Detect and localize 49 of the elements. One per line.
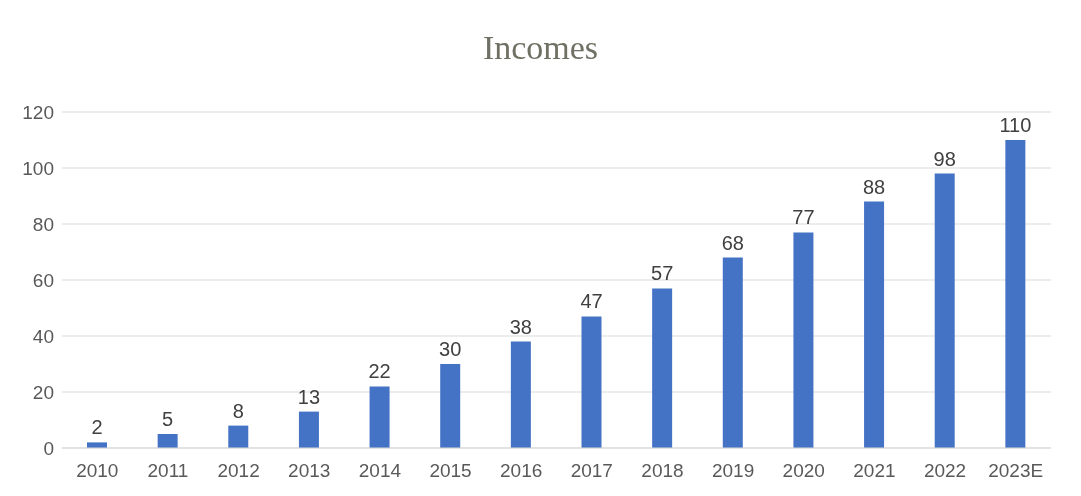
data-label: 68 <box>721 231 744 254</box>
data-label: 13 <box>297 385 321 408</box>
y-tick-label: 120 <box>22 101 54 123</box>
bar <box>298 411 319 448</box>
bar <box>581 316 602 448</box>
x-tick-label: 2012 <box>217 460 260 482</box>
data-label: 8 <box>232 399 244 422</box>
data-label: 47 <box>580 290 603 313</box>
data-label: 30 <box>439 338 462 360</box>
chart-title: Incomes <box>481 28 600 68</box>
y-tick-label: 0 <box>43 437 54 459</box>
x-tick-label: 2016 <box>500 460 543 482</box>
y-tick-label: 40 <box>32 325 54 347</box>
x-tick-label: 2015 <box>429 460 472 482</box>
x-tick-label: 2020 <box>782 460 825 482</box>
data-label: 77 <box>792 206 815 229</box>
bar <box>369 386 390 448</box>
bar <box>157 434 178 448</box>
data-label: 110 <box>999 114 1032 136</box>
data-label: 38 <box>509 315 532 338</box>
data-label: 88 <box>862 175 886 198</box>
bar <box>1005 140 1026 448</box>
y-tick-label: 80 <box>32 213 54 235</box>
x-tick-label: 2019 <box>711 460 755 482</box>
data-label: 57 <box>651 262 674 285</box>
data-label: 5 <box>162 408 174 430</box>
bar <box>228 425 249 448</box>
bar <box>864 201 885 448</box>
bar <box>793 232 814 448</box>
x-tick-label: 2023E <box>988 460 1044 482</box>
bar <box>652 288 673 448</box>
x-tick-label: 2011 <box>147 460 189 482</box>
bar <box>510 341 531 448</box>
bar <box>440 364 461 448</box>
y-tick-label: 60 <box>32 269 54 291</box>
x-tick-label: 2018 <box>641 460 684 482</box>
data-label: 98 <box>933 147 956 170</box>
x-tick-label: 2014 <box>358 460 402 482</box>
bar <box>722 257 743 448</box>
x-tick-label: 2021 <box>853 460 896 482</box>
x-tick-label: 2010 <box>76 460 119 482</box>
x-tick-label: 2022 <box>923 460 967 482</box>
x-tick-label: 2013 <box>288 460 331 482</box>
x-tick-label: 2017 <box>570 460 613 482</box>
data-label: 2 <box>91 416 103 439</box>
bar <box>934 173 955 448</box>
y-tick-label: 20 <box>32 381 54 403</box>
y-tick-label: 100 <box>22 157 54 179</box>
data-label: 22 <box>368 360 391 383</box>
